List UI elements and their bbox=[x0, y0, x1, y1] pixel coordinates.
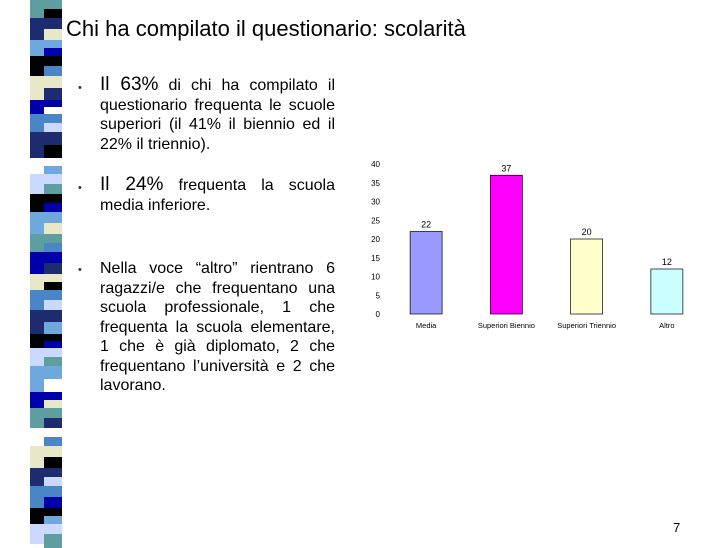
x-tick-label: Altro bbox=[659, 321, 674, 330]
stripe-block bbox=[44, 166, 62, 176]
y-tick-label: 20 bbox=[371, 235, 380, 244]
bullet-lead: Il 63% bbox=[100, 74, 159, 95]
bar-media bbox=[409, 231, 443, 315]
bar-superiori-triennio bbox=[570, 238, 603, 315]
data-label: 20 bbox=[582, 227, 592, 237]
bar-superiori-biennio bbox=[490, 174, 523, 315]
bullet-text-1: Il 63% di chi ha compilato il questionar… bbox=[100, 75, 335, 154]
y-tick-label: 10 bbox=[371, 273, 380, 282]
bullet-marker: • bbox=[78, 264, 82, 276]
data-label: 37 bbox=[501, 163, 511, 173]
stripe-block bbox=[44, 107, 62, 115]
stripe-block bbox=[44, 534, 62, 548]
stripe-block bbox=[44, 516, 62, 526]
bullet-rest: frequenta la scuola media inferiore. bbox=[100, 177, 335, 214]
data-label: 22 bbox=[421, 220, 431, 230]
bullet-text-2: Il 24% frequenta la scuola media inferio… bbox=[100, 175, 335, 215]
y-tick-label: 25 bbox=[371, 216, 380, 225]
slide-title: Chi ha compilato il questionario: scolar… bbox=[66, 16, 466, 41]
stripe-block bbox=[44, 282, 62, 292]
bar-chart: 0 5 10 15 20 25 30 35 40 22 Media 37 Superiori Bienn… bbox=[371, 160, 684, 330]
x-tick-label: Superiori Triennio bbox=[557, 321, 616, 330]
y-tick-label: 0 bbox=[376, 310, 381, 319]
bullet-marker: • bbox=[78, 182, 82, 194]
stripe-block bbox=[44, 341, 62, 349]
x-tick-label: Superiori Biennio bbox=[478, 321, 535, 330]
y-tick-label: 35 bbox=[371, 179, 380, 188]
stripe-block bbox=[44, 48, 62, 58]
data-label: 12 bbox=[662, 257, 672, 267]
x-tick-label: Media bbox=[416, 321, 437, 330]
bullet-rest: Nella voce “altro” rientrano 6 ragazzi/e… bbox=[100, 260, 335, 394]
bullet-rest: di chi ha compilato il questionario freq… bbox=[100, 77, 335, 153]
page-number: 7 bbox=[673, 520, 681, 535]
decorative-stripe bbox=[0, 0, 62, 548]
stripe-block bbox=[44, 400, 62, 410]
y-tick-label: 15 bbox=[371, 254, 380, 263]
y-tick-label: 30 bbox=[371, 198, 380, 207]
y-tick-label: 5 bbox=[376, 291, 381, 300]
bullet-lead: Il 24% bbox=[100, 174, 164, 195]
bullet-marker: • bbox=[78, 82, 82, 94]
bar-altro bbox=[650, 268, 684, 315]
y-tick-label: 40 bbox=[371, 160, 380, 169]
bullet-text-3: Nella voce “altro” rientrano 6 ragazzi/e… bbox=[100, 259, 335, 396]
